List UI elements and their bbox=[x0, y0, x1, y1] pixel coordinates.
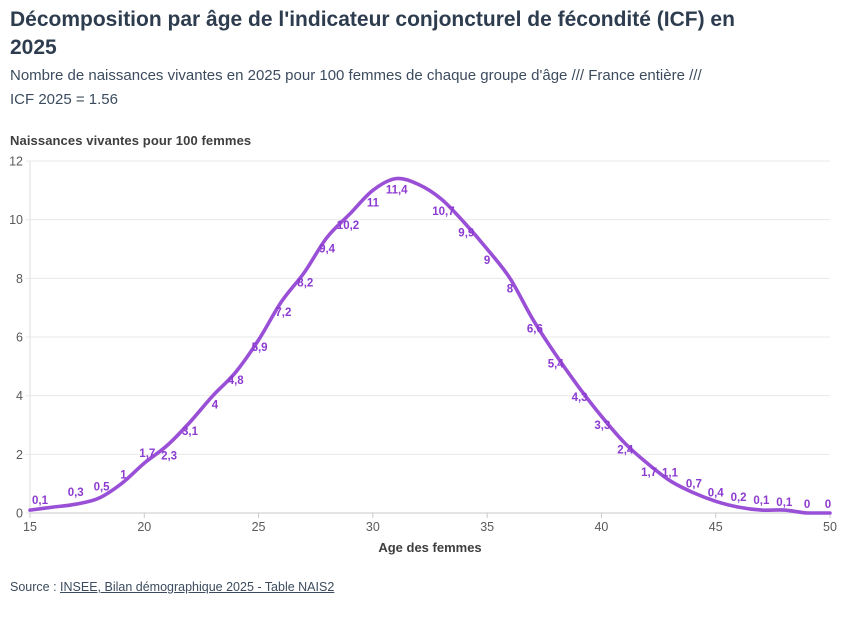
data-label: 0,1 bbox=[32, 495, 49, 507]
data-label: 4 bbox=[212, 400, 219, 412]
data-label: 0 bbox=[804, 499, 810, 511]
y-tick-label: 2 bbox=[16, 448, 23, 462]
x-tick-label: 15 bbox=[23, 520, 37, 534]
x-tick-label: 35 bbox=[480, 520, 494, 534]
data-label: 0,1 bbox=[776, 497, 793, 509]
data-label: 9 bbox=[484, 255, 490, 267]
data-label: 0,5 bbox=[94, 481, 111, 493]
data-label: 3,3 bbox=[594, 420, 610, 432]
data-label: 8 bbox=[507, 283, 514, 295]
source-prefix: Source : bbox=[10, 580, 61, 594]
x-tick-label: 50 bbox=[823, 520, 837, 534]
x-tick-label: 20 bbox=[137, 520, 151, 534]
data-label: 8,2 bbox=[297, 278, 313, 290]
y-tick-label: 10 bbox=[9, 213, 23, 227]
data-label: 9,9 bbox=[458, 228, 474, 240]
data-label: 2,4 bbox=[617, 445, 634, 457]
data-label: 0 bbox=[825, 499, 831, 511]
data-label: 10,2 bbox=[337, 220, 359, 232]
source-line: Source : INSEE, Bilan démographique 2025… bbox=[10, 580, 334, 594]
y-tick-label: 8 bbox=[16, 272, 23, 286]
data-label: 2,3 bbox=[161, 451, 177, 463]
data-label: 11,4 bbox=[386, 185, 408, 197]
data-label: 0,4 bbox=[708, 487, 725, 499]
data-label: 0,2 bbox=[731, 492, 747, 504]
x-tick-label: 40 bbox=[594, 520, 608, 534]
data-label: 0,3 bbox=[68, 487, 84, 499]
data-label: 1,1 bbox=[662, 468, 679, 480]
chart-y-axis-title: Naissances vivantes pour 100 femmes bbox=[10, 133, 252, 148]
data-label: 4,3 bbox=[572, 392, 588, 404]
x-tick-label: 45 bbox=[709, 520, 723, 534]
x-tick-label: 30 bbox=[366, 520, 380, 534]
data-label: 6,6 bbox=[527, 323, 543, 335]
data-label: 1 bbox=[120, 470, 127, 482]
data-label: 0,1 bbox=[753, 495, 770, 507]
data-label: 1,7 bbox=[641, 467, 657, 479]
page-title: Décomposition par âge de l'indicateur co… bbox=[10, 8, 735, 59]
data-label: 1,7 bbox=[139, 448, 155, 460]
x-axis-label: Age des femmes bbox=[378, 540, 482, 555]
data-label: 7,2 bbox=[275, 307, 291, 319]
data-label: 0,7 bbox=[686, 479, 702, 491]
data-label: 9,4 bbox=[319, 243, 336, 255]
y-tick-label: 0 bbox=[16, 507, 23, 521]
data-label: 10,7 bbox=[432, 206, 454, 218]
data-label: 11 bbox=[367, 197, 380, 209]
data-label: 4,8 bbox=[228, 375, 245, 387]
page-subtitle: Nombre de naissances vivantes en 2025 po… bbox=[10, 67, 702, 108]
source-link[interactable]: INSEE, Bilan démographique 2025 - Table … bbox=[60, 580, 335, 594]
y-tick-label: 6 bbox=[16, 331, 23, 345]
y-tick-label: 12 bbox=[9, 155, 23, 169]
x-tick-label: 25 bbox=[252, 520, 266, 534]
data-label: 5,4 bbox=[548, 359, 565, 371]
data-label: 3,1 bbox=[182, 426, 199, 438]
y-tick-label: 4 bbox=[16, 389, 23, 403]
data-label: 5,9 bbox=[252, 342, 268, 354]
fertility-curve bbox=[28, 176, 832, 515]
